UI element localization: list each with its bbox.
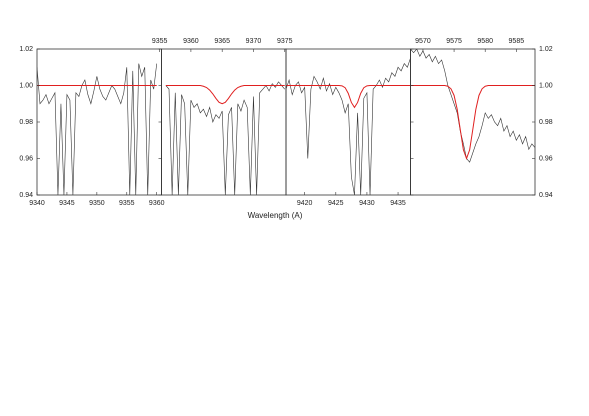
y-tick-label: 1.00 — [539, 82, 553, 89]
spectrum-line — [165, 81, 285, 195]
x-tick-label: 9375 — [277, 38, 293, 45]
spectrum-line — [410, 49, 535, 163]
x-axis-label: Wavelength (A) — [248, 211, 303, 220]
x-tick-label: 9580 — [477, 38, 493, 45]
panel-frame — [410, 48, 536, 196]
x-tick-label: 9430 — [359, 200, 375, 207]
spectrum-line — [37, 63, 158, 195]
x-tick-label: 9360 — [183, 38, 199, 45]
x-tick-label: 9360 — [149, 200, 165, 207]
x-tick-label: 9345 — [59, 200, 75, 207]
x-tick-label: 9425 — [328, 200, 344, 207]
panel-frame — [285, 48, 411, 196]
y-tick-label: 0.98 — [539, 119, 553, 126]
x-tick-label: 9355 — [152, 38, 168, 45]
x-tick-label: 9435 — [390, 200, 406, 207]
x-tick-label: 9420 — [297, 200, 313, 207]
x-tick-label: 9355 — [119, 200, 135, 207]
panel — [410, 49, 535, 163]
y-tick-label: 0.96 — [19, 155, 33, 162]
panel — [37, 63, 158, 195]
x-tick-label: 9370 — [246, 38, 262, 45]
x-tick-label: 9365 — [214, 38, 230, 45]
spectrum-line — [410, 85, 535, 160]
panel — [286, 58, 411, 195]
y-tick-label: 1.02 — [19, 46, 33, 53]
x-tick-label: 9570 — [415, 38, 431, 45]
y-tick-label: 1.00 — [19, 82, 33, 89]
x-tick-label: 9575 — [446, 38, 462, 45]
y-tick-label: 0.98 — [19, 119, 33, 126]
spectrum-line — [286, 58, 411, 195]
x-tick-label: 9350 — [89, 200, 105, 207]
spectrum-line — [286, 85, 411, 109]
spectrum-line — [165, 85, 285, 105]
y-tick-label: 0.96 — [539, 155, 553, 162]
y-tick-label: 0.94 — [539, 192, 553, 199]
x-tick-label: 9585 — [509, 38, 525, 45]
panel-frame — [161, 48, 287, 196]
panel — [165, 81, 285, 195]
y-tick-label: 0.94 — [19, 192, 33, 199]
y-tick-label: 1.02 — [539, 46, 553, 53]
x-tick-label: 9340 — [29, 200, 45, 207]
